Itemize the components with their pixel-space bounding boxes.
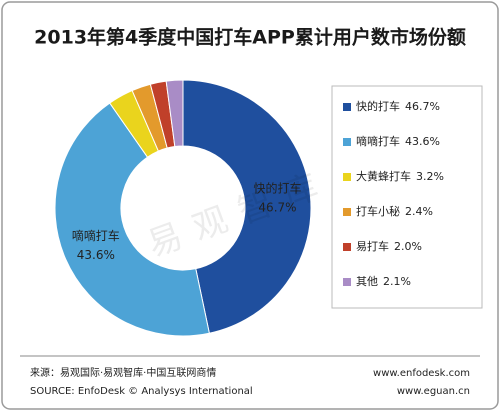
legend-box — [331, 85, 483, 309]
source: 来源：易观国际·易观智库·中国互联网商情 — [30, 366, 216, 379]
legend-swatch — [343, 243, 351, 251]
pie-slice — [54, 102, 210, 337]
legend-label: 嘀嘀打车 43.6% — [356, 134, 440, 148]
chart-title: 2013年第4季度中国打车APP累计用户数市场份额 — [34, 26, 466, 49]
legend-value: 2.0% — [394, 240, 422, 253]
legend-swatch — [343, 208, 351, 216]
legend-label: 大黄蜂打车 3.2% — [356, 169, 444, 183]
slice-value: 43.6% — [77, 248, 115, 262]
pie-slice — [182, 79, 312, 334]
legend-name: 易打车 — [356, 239, 389, 253]
slice-label: 快的打车 — [253, 181, 301, 196]
pie-slice — [165, 79, 184, 148]
legend-swatch — [343, 138, 351, 146]
slice-value: 46.7% — [258, 201, 296, 215]
legend-name: 其他 — [356, 275, 378, 288]
slice-label: 嘀嘀打车 — [72, 228, 120, 243]
legend-name: 快的打车 — [356, 99, 400, 113]
legend-value: 43.6% — [405, 135, 440, 148]
legend-name: 嘀嘀打车 — [356, 134, 400, 148]
link: www.eguan.cn — [397, 386, 470, 397]
legend-label: 快的打车 46.7% — [356, 99, 440, 113]
legend-label: 其他 2.1% — [356, 275, 411, 288]
legend-swatch — [343, 103, 351, 111]
legend-value: 3.2% — [416, 170, 444, 183]
legend-value: 2.1% — [383, 275, 411, 288]
legend-swatch — [343, 173, 351, 181]
legend-name: 大黄蜂打车 — [356, 169, 411, 183]
legend-value: 2.4% — [405, 205, 433, 218]
legend-label: 打车小秘 2.4% — [356, 204, 433, 218]
legend-value: 46.7% — [405, 100, 440, 113]
legend-name: 打车小秘 — [356, 204, 400, 218]
link: www.enfodesk.com — [373, 368, 470, 379]
legend-swatch — [343, 278, 351, 286]
legend-label: 易打车 2.0% — [356, 239, 422, 253]
source-en: SOURCE: EnfoDesk © Analysys Internationa… — [30, 386, 253, 397]
